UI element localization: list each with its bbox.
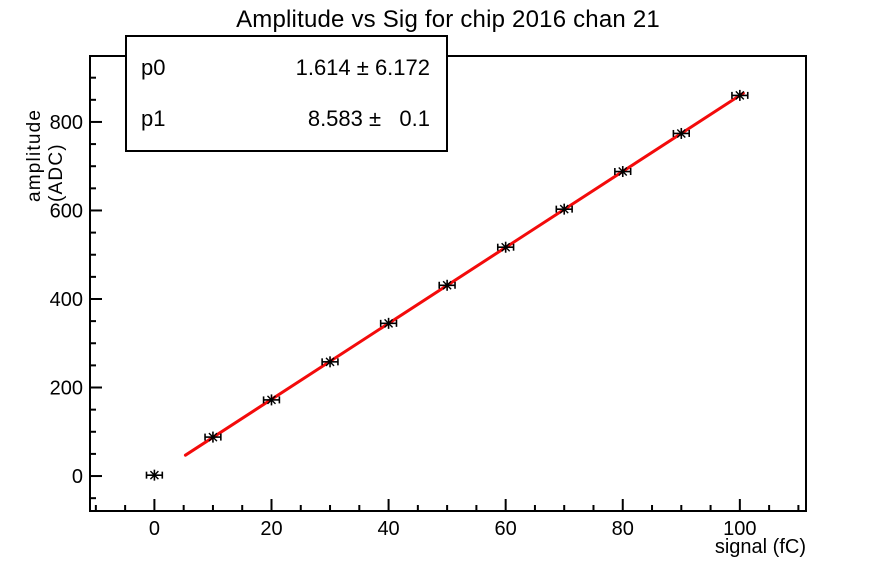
y-tick-label: 600 [50, 200, 83, 222]
stats-p0-label: p0 [141, 55, 166, 81]
data-point-marker [379, 317, 398, 329]
x-tick-label: 100 [723, 518, 756, 540]
plot-title: Amplitude vs Sig for chip 2016 chan 21 [236, 6, 660, 33]
y-tick-label: 200 [50, 378, 83, 400]
data-point-marker [262, 394, 281, 406]
fit-line [183, 91, 745, 457]
data-point-marker [321, 356, 339, 368]
y-tick-labels: 0 200 400 600 800 [50, 112, 83, 488]
stats-p0-value: 1.614 ± 6.172 [295, 55, 430, 81]
x-tick-labels: 0 20 40 60 80 100 [149, 518, 757, 540]
data-point-marker [145, 469, 164, 481]
data-points [145, 89, 749, 481]
x-axis-ticks [94, 499, 800, 511]
stats-p1-value: 8.583 ± 0.1 [307, 105, 430, 131]
data-point-marker [555, 203, 573, 215]
data-point-marker [672, 127, 691, 139]
x-tick-label: 20 [260, 518, 282, 540]
x-tick-label: 0 [149, 518, 160, 540]
y-axis-title: amplitude (ADC) [24, 108, 67, 202]
y-tick-label: 0 [72, 466, 83, 488]
fit-stats-box: p0 1.614 ± 6.172 p1 8.583 ± 0.1 [125, 35, 448, 152]
y-tick-label: 800 [50, 112, 83, 134]
x-tick-label: 40 [377, 518, 399, 540]
data-point-marker [496, 241, 515, 253]
y-axis-ticks [90, 76, 102, 500]
stats-row-p1: p1 8.583 ± 0.1 [141, 106, 430, 132]
x-tick-label: 60 [495, 518, 517, 540]
x-tick-label: 80 [612, 518, 634, 540]
y-tick-label: 400 [50, 289, 83, 311]
data-point-marker [204, 431, 222, 443]
data-point-marker [614, 166, 632, 178]
data-point-marker [438, 279, 456, 291]
stats-row-p0: p0 1.614 ± 6.172 [141, 55, 430, 81]
data-point-marker [731, 89, 749, 101]
stats-p1-label: p1 [141, 105, 166, 131]
x-axis-title: signal (fC) [714, 536, 806, 558]
